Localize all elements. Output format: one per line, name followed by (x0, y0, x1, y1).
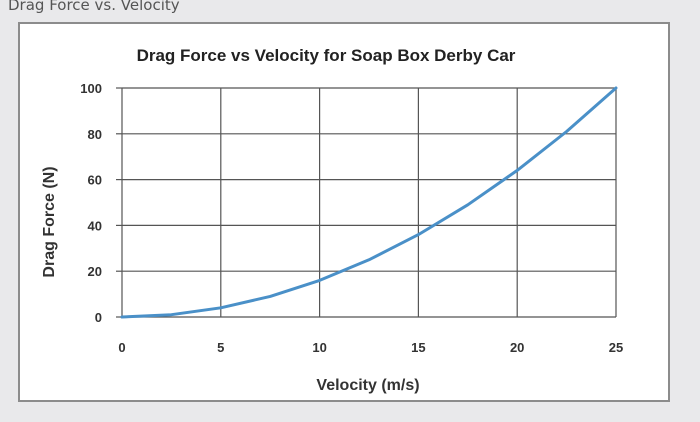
series-line (120, 86, 618, 319)
x-tick-label: 15 (411, 340, 425, 355)
x-tick-label: 10 (312, 340, 326, 355)
axis-layer: 0 20 40 60 80 100 0 5 10 15 20 25 (80, 81, 623, 355)
x-tick-label: 0 (118, 340, 125, 355)
x-axis-label: Velocity (m/s) (316, 377, 419, 394)
y-tick-label: 40 (88, 218, 102, 233)
grid-layer (121, 87, 617, 318)
y-tick-label: 100 (80, 81, 102, 96)
y-axis-label: Drag Force (N) (41, 166, 58, 277)
x-tick-label: 25 (609, 340, 623, 355)
chart-svg: Drag Force vs Velocity for Soap Box Derb… (41, 46, 623, 394)
y-tick-label: 80 (88, 127, 102, 142)
y-tick-label: 60 (88, 173, 102, 188)
y-tick-label: 20 (88, 264, 102, 279)
x-tick-label: 20 (510, 340, 524, 355)
window-caption: Drag Force vs. Velocity (8, 0, 180, 14)
chart-frame: Drag Force vs Velocity for Soap Box Derb… (18, 22, 670, 402)
y-tick-label: 0 (95, 310, 102, 325)
series-layer (120, 86, 618, 319)
chart-title: Drag Force vs Velocity for Soap Box Derb… (137, 46, 516, 65)
x-tick-label: 5 (217, 340, 224, 355)
